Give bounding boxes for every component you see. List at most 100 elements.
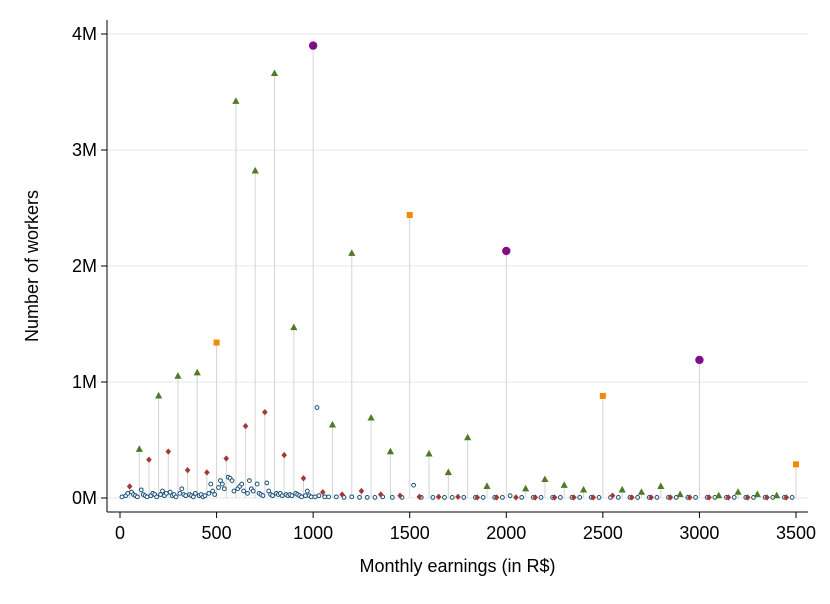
data-point-diamond — [242, 422, 249, 430]
data-point-hollow — [316, 493, 322, 499]
data-point-hollow — [731, 495, 737, 500]
y-axis-title: Number of workers — [22, 190, 42, 342]
data-point-hollow — [208, 481, 214, 487]
data-point-diamond — [281, 451, 287, 459]
data-point-diamond — [609, 492, 616, 499]
data-point-triangle — [753, 490, 761, 498]
data-point-hollow — [500, 495, 505, 500]
data-point-triangle — [251, 166, 259, 174]
data-point-hollow — [264, 480, 270, 486]
data-point-diamond — [532, 494, 539, 501]
data-point-hollow — [183, 493, 189, 499]
data-point-hollow — [635, 495, 641, 500]
data-point-circle — [308, 41, 318, 50]
data-point-triangle — [579, 485, 588, 493]
data-point-hollow — [212, 492, 218, 497]
data-point-diamond — [126, 483, 133, 490]
data-point-triangle — [734, 488, 742, 495]
gridlines — [107, 33, 808, 499]
data-point-hollow — [789, 495, 795, 500]
data-point-hollow — [260, 493, 266, 499]
data-point-hollow — [216, 485, 221, 490]
data-point-triangle — [290, 323, 298, 331]
data-point-diamond — [165, 448, 172, 455]
data-point-diamond — [783, 494, 790, 501]
x-tick-label: 1500 — [390, 523, 430, 543]
data-point-diamond — [629, 494, 635, 501]
data-point-hollow — [314, 405, 320, 410]
tick-labels: 0M 1M 2M 3M 4M 0 500 1000 1500 2000 2500 3000 3500 — [72, 24, 816, 543]
data-point-hollow — [125, 490, 131, 496]
data-marks — [119, 41, 799, 501]
data-point-hollow — [250, 488, 256, 494]
data-point-hollow — [179, 486, 185, 492]
data-point-hollow — [596, 495, 602, 500]
data-point-triangle — [483, 482, 491, 489]
data-point-diamond — [725, 494, 732, 501]
data-point-diamond — [551, 494, 558, 501]
data-point-triangle — [618, 485, 626, 493]
data-point-diamond — [571, 494, 577, 501]
data-point-hollow — [326, 494, 331, 500]
data-point-triangle — [444, 468, 452, 476]
data-point-hollow — [231, 488, 237, 494]
data-point-triangle — [328, 420, 337, 428]
data-point-triangle — [270, 69, 279, 77]
data-point-hollow — [266, 488, 272, 494]
data-point-hollow — [357, 495, 362, 500]
data-point-diamond — [474, 494, 481, 501]
data-point-hollow — [364, 495, 370, 500]
data-point-hollow — [279, 493, 285, 499]
data-point-hollow — [144, 494, 150, 500]
data-point-diamond — [648, 494, 654, 501]
data-point-hollow — [411, 482, 416, 488]
data-point-hollow — [239, 481, 245, 487]
data-point-triangle — [348, 249, 356, 256]
data-point-diamond — [146, 456, 152, 463]
data-point-square — [793, 461, 799, 468]
x-tick-label: 2500 — [583, 523, 623, 543]
data-point-hollow — [219, 481, 225, 487]
data-point-hollow — [245, 490, 250, 496]
data-point-hollow — [160, 488, 165, 494]
data-point-hollow — [247, 478, 252, 484]
data-point-triangle — [464, 433, 472, 441]
data-point-diamond — [744, 494, 751, 501]
data-point-hollow — [289, 493, 295, 499]
data-point-hollow — [349, 494, 355, 500]
data-point-diamond — [262, 408, 268, 416]
data-point-diamond — [435, 493, 442, 501]
y-tick-label: 2M — [72, 256, 97, 276]
data-point-hollow — [308, 494, 314, 500]
data-point-hollow — [190, 494, 196, 500]
data-point-triangle — [522, 484, 530, 492]
data-point-triangle — [135, 445, 143, 452]
data-point-hollow — [177, 490, 183, 496]
data-point-diamond — [223, 455, 230, 462]
data-point-hollow — [654, 495, 660, 500]
data-point-hollow — [333, 494, 339, 500]
data-point-hollow — [507, 493, 513, 499]
y-tick-label: 0M — [72, 488, 97, 508]
data-point-diamond — [377, 491, 384, 498]
data-point-triangle — [676, 490, 684, 498]
data-point-hollow — [138, 487, 144, 493]
data-point-hollow — [304, 488, 310, 494]
data-point-hollow — [389, 495, 395, 500]
data-point-hollow — [299, 494, 304, 500]
data-point-triangle — [425, 449, 433, 457]
data-point-triangle — [541, 475, 549, 483]
data-point-triangle — [155, 391, 163, 399]
data-point-diamond — [416, 493, 423, 501]
data-point-diamond — [204, 469, 210, 476]
data-point-triangle — [193, 368, 201, 376]
data-point-hollow — [557, 495, 563, 500]
x-tick-label: 0 — [115, 523, 125, 543]
data-point-square — [406, 211, 413, 218]
data-point-square — [213, 339, 220, 346]
data-point-hollow — [167, 489, 173, 495]
data-point-hollow — [134, 494, 140, 500]
data-point-diamond — [667, 494, 674, 501]
x-tick-label: 3500 — [776, 523, 816, 543]
data-point-hollow — [229, 478, 235, 484]
